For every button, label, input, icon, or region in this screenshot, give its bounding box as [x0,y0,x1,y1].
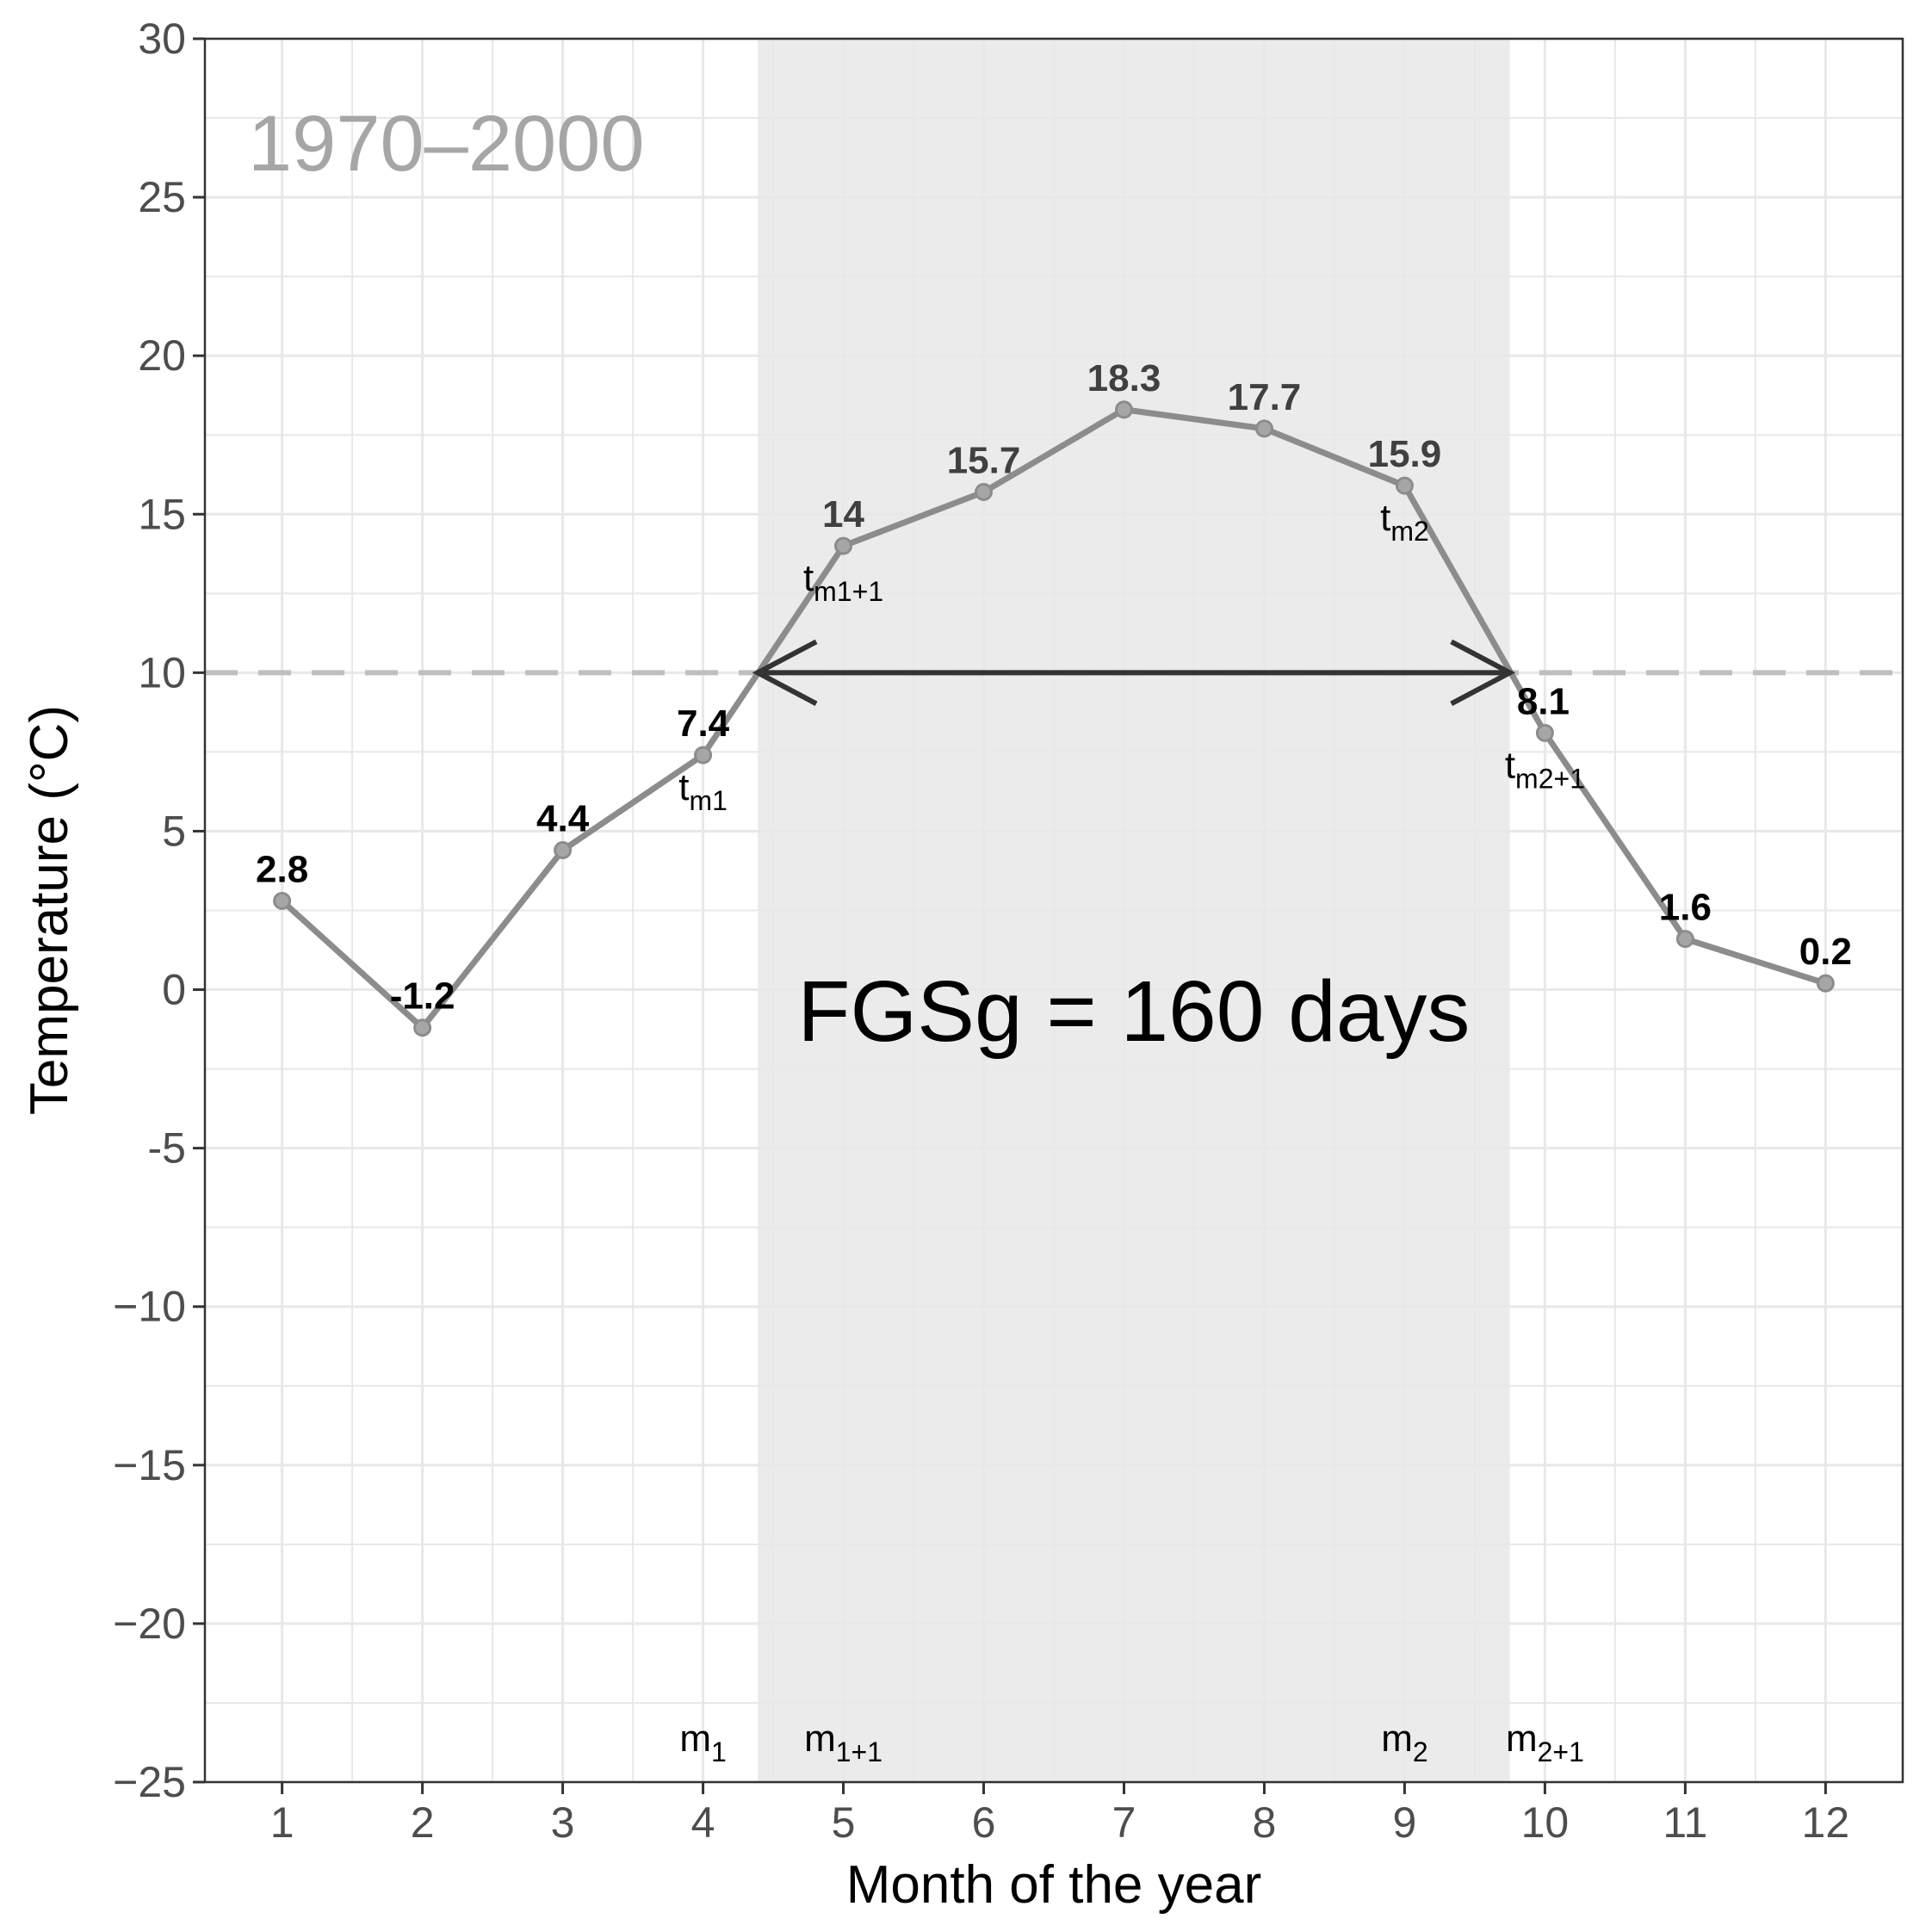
value-label: 1.6 [1659,887,1712,929]
data-point [975,483,994,501]
value-label: 15.7 [947,440,1021,482]
x-tick-label: 9 [1393,1798,1417,1847]
month-marker-label: m1 [679,1718,726,1767]
annotation-tm2p1: tm2+1 [1505,744,1585,794]
x-tick-label: 8 [1253,1798,1277,1847]
y-tick-label: −15 [113,1441,186,1489]
value-label: 2.8 [256,848,308,890]
annotation-tm2: tm2 [1380,497,1429,547]
data-point [694,746,713,764]
x-tick-label: 11 [1663,1798,1707,1847]
data-point [1114,400,1133,419]
x-axis-ticks: 1 2 3 4 5 6 7 8 9 10 11 12 [270,1782,1849,1847]
month-marker-label: m1+1 [804,1718,882,1767]
arrow-head-left [752,639,818,707]
data-point [273,891,292,910]
y-tick-label: −20 [113,1600,186,1648]
x-tick-label: 7 [1112,1798,1136,1847]
fgs-label: FGSg = 160 days [797,963,1470,1060]
x-tick-label: 1 [270,1798,294,1847]
y-tick-label: -5 [148,1124,186,1173]
value-label: 15.9 [1368,433,1442,475]
y-tick-label: 15 [138,490,186,538]
data-point [1395,476,1414,495]
data-point [1535,723,1554,742]
value-label: 7.4 [677,703,730,745]
x-tick-label: 5 [832,1798,856,1847]
arrow-head-right [1450,639,1516,707]
data-point [554,841,573,860]
x-tick-label: 4 [691,1798,715,1847]
y-axis-title: Temperature (°C) [20,705,79,1115]
minor-gridlines [205,39,1903,1782]
value-label: -1.2 [390,975,455,1018]
value-label: 17.7 [1228,376,1302,418]
x-axis-title: Month of the year [846,1855,1262,1915]
period-label: 1970–2000 [248,100,645,188]
m-annotations: m1 m1+1 m2 m2+1 [679,1718,1584,1767]
annotation-tm1p1: tm1+1 [803,557,883,607]
value-labels: 2.8 -1.2 4.4 7.4 14 15.7 18.3 17.7 15.9 8.1 1.6 0.2 [256,357,1852,1018]
x-tick-label: 12 [1802,1798,1850,1847]
y-tick-label: 30 [138,15,186,63]
y-tick-label: 5 [162,807,186,855]
y-tick-label: −25 [113,1758,186,1806]
t-annotations: tm1 tm1+1 tm2 tm2+1 [678,497,1585,816]
value-label: 18.3 [1087,357,1161,399]
value-label: 0.2 [1799,931,1852,973]
x-tick-label: 2 [411,1798,435,1847]
data-point [1254,419,1273,438]
data-points [273,400,1835,1037]
month-marker-label: m2+1 [1506,1718,1584,1767]
data-point [1816,974,1835,993]
value-label: 8.1 [1517,680,1570,722]
data-point [1675,930,1694,949]
value-label: 14 [822,493,864,535]
month-marker-label: m2 [1381,1718,1427,1767]
data-point [834,536,853,555]
annotation-tm1: tm1 [678,766,728,816]
y-tick-label: 25 [138,173,186,221]
value-label: 4.4 [536,798,590,840]
x-tick-label: 3 [551,1798,575,1847]
x-tick-label: 10 [1521,1798,1570,1847]
y-tick-label: 10 [138,648,186,696]
growing-season-arrow [752,639,1516,707]
x-tick-label: 6 [972,1798,996,1847]
data-point [413,1018,432,1037]
y-tick-label: 20 [138,331,186,380]
y-axis-ticks: 30 25 20 15 10 5 0 -5 −10 −15 −20 −25 [113,15,205,1806]
y-tick-label: 0 [162,966,186,1014]
plot-panel-border [203,37,1904,1784]
temperature-series-line [280,406,1827,1031]
y-tick-label: −10 [113,1283,186,1331]
